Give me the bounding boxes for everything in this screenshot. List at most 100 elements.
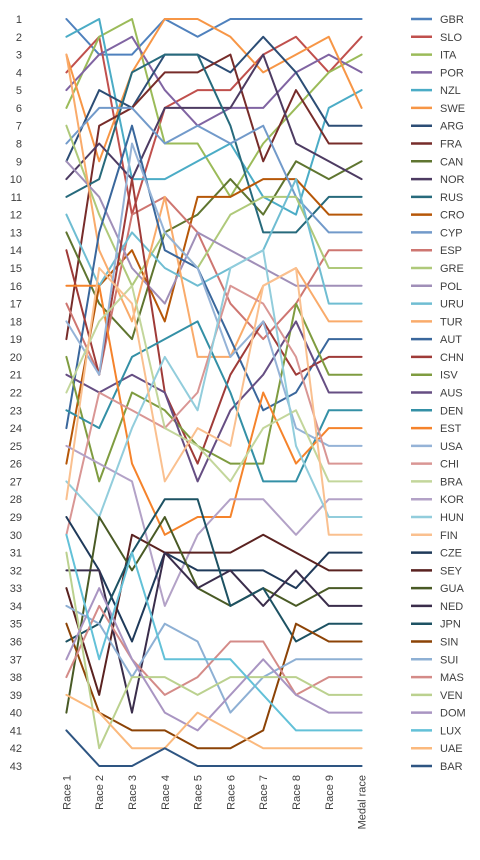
y-tick-label: 20 xyxy=(10,352,22,364)
legend-label-ned: NED xyxy=(440,601,463,613)
y-tick-label: 39 xyxy=(10,690,22,702)
legend-label-fra: FRA xyxy=(440,139,463,151)
y-tick-label: 42 xyxy=(10,743,22,755)
y-tick-label: 23 xyxy=(10,405,22,417)
y-tick-label: 40 xyxy=(10,708,22,720)
legend-label-fin: FIN xyxy=(440,530,458,542)
legend-label-sui: SUI xyxy=(440,654,458,666)
series-line-cyp xyxy=(65,106,363,234)
legend-label-usa: USA xyxy=(440,441,463,453)
legend: GBR SLO ITA POR NZL SWE ARG FRA CAN NOR RUS CRO CYP E… xyxy=(411,14,466,773)
series-line-dom xyxy=(65,587,363,732)
y-tick-label: 17 xyxy=(10,299,22,311)
legend-label-uru: URU xyxy=(440,299,464,311)
y-tick-label: 7 xyxy=(16,121,22,133)
legend-label-kor: KOR xyxy=(440,494,464,506)
y-tick-label: 5 xyxy=(16,85,22,97)
legend-label-esp: ESP xyxy=(440,245,462,257)
y-tick-label: 10 xyxy=(10,174,22,186)
series-line-lux xyxy=(65,533,363,732)
legend-label-mas: MAS xyxy=(440,672,464,684)
legend-label-bar: BAR xyxy=(440,761,463,773)
y-tick-label: 27 xyxy=(10,476,22,488)
y-tick-label: 26 xyxy=(10,459,22,471)
legend-label-por: POR xyxy=(440,67,464,79)
y-tick-label: 6 xyxy=(16,103,22,115)
x-tick-label: Race 2 xyxy=(94,775,106,810)
y-tick-label: 2 xyxy=(16,32,22,44)
series-line-aus xyxy=(65,320,363,483)
legend-label-cze: CZE xyxy=(440,548,462,560)
y-axis: 1234567891011121314151617181920212223242… xyxy=(10,14,22,773)
y-tick-label: 3 xyxy=(16,50,22,62)
legend-label-slo: SLO xyxy=(440,32,462,44)
legend-label-jpn: JPN xyxy=(440,619,461,631)
series-line-ita xyxy=(65,18,363,198)
series-line-kor xyxy=(65,444,363,607)
series-line-sui xyxy=(65,604,363,714)
legend-label-pol: POL xyxy=(440,281,462,293)
legend-label-nzl: NZL xyxy=(440,85,461,97)
y-tick-label: 43 xyxy=(10,761,22,773)
x-tick-label: Medal race xyxy=(357,775,369,829)
legend-label-dom: DOM xyxy=(440,708,466,720)
legend-label-den: DEN xyxy=(440,405,463,417)
legend-label-gua: GUA xyxy=(440,583,465,595)
y-tick-label: 15 xyxy=(10,263,22,275)
y-tick-label: 34 xyxy=(10,601,22,613)
x-tick-label: Race 8 xyxy=(291,775,303,810)
x-tick-label: Race 7 xyxy=(258,775,270,810)
y-tick-label: 13 xyxy=(10,227,22,239)
y-tick-label: 28 xyxy=(10,494,22,506)
y-tick-label: 25 xyxy=(10,441,22,453)
legend-label-ita: ITA xyxy=(440,50,457,62)
y-tick-label: 12 xyxy=(10,210,22,222)
series-line-bar xyxy=(65,729,363,767)
x-tick-label: Race 6 xyxy=(225,775,237,810)
series-line-fra xyxy=(65,53,363,341)
legend-label-cro: CRO xyxy=(440,210,465,222)
y-tick-label: 31 xyxy=(10,548,22,560)
y-tick-label: 36 xyxy=(10,637,22,649)
series-line-gua xyxy=(65,516,363,714)
series-line-bra xyxy=(65,284,363,483)
legend-label-bra: BRA xyxy=(440,476,463,488)
legend-label-chn: CHN xyxy=(440,352,464,364)
x-tick-label: Race 1 xyxy=(61,775,73,810)
legend-label-est: EST xyxy=(440,423,462,435)
y-tick-label: 37 xyxy=(10,654,22,666)
y-tick-label: 32 xyxy=(10,565,22,577)
series-line-isv xyxy=(65,302,363,483)
y-tick-label: 18 xyxy=(10,316,22,328)
y-tick-label: 9 xyxy=(16,156,22,168)
y-tick-label: 11 xyxy=(11,192,22,204)
series-line-chn xyxy=(65,178,363,465)
legend-label-swe: SWE xyxy=(440,103,465,115)
y-tick-label: 8 xyxy=(16,139,22,151)
legend-label-sin: SIN xyxy=(440,637,458,649)
legend-label-tur: TUR xyxy=(440,316,463,328)
series-line-esp xyxy=(65,195,363,376)
y-tick-label: 19 xyxy=(10,334,22,346)
series-line-pol xyxy=(65,160,363,305)
x-tick-label: Race 3 xyxy=(127,775,139,810)
legend-label-arg: ARG xyxy=(440,121,464,133)
y-tick-label: 22 xyxy=(10,388,22,400)
legend-label-gre: GRE xyxy=(440,263,464,275)
legend-label-aut: AUT xyxy=(440,334,462,346)
legend-label-lux: LUX xyxy=(440,725,462,737)
legend-label-sey: SEY xyxy=(440,565,463,577)
legend-label-cyp: CYP xyxy=(440,227,463,239)
series-line-por xyxy=(65,35,363,127)
series-line-cro xyxy=(65,178,363,465)
y-tick-label: 16 xyxy=(10,281,22,293)
legend-label-ven: VEN xyxy=(440,690,463,702)
y-tick-label: 35 xyxy=(10,619,22,631)
legend-label-uae: UAE xyxy=(440,743,463,755)
series-line-hun xyxy=(65,249,363,518)
y-tick-label: 24 xyxy=(10,423,22,435)
y-tick-label: 21 xyxy=(10,370,22,382)
y-tick-label: 33 xyxy=(10,583,22,595)
